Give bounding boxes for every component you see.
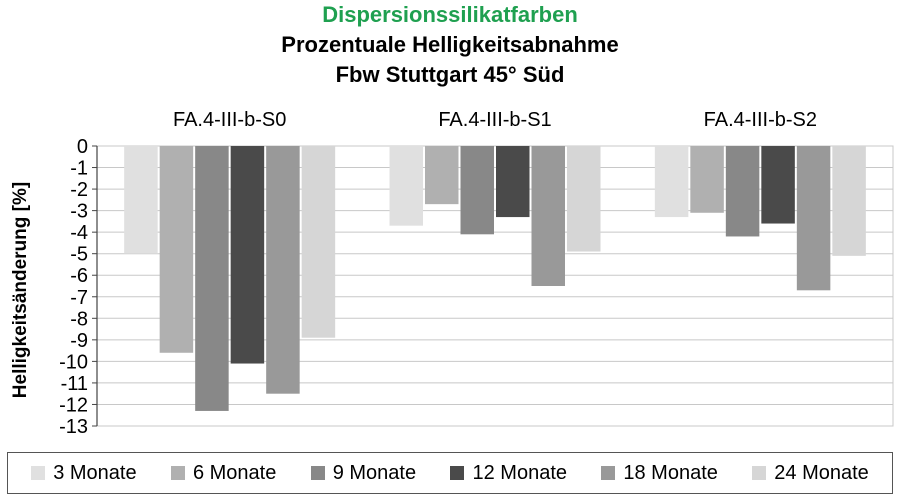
- y-tick-label: -3: [70, 201, 88, 223]
- bar: [266, 146, 300, 394]
- legend-label: 3 Monate: [53, 461, 137, 484]
- bar: [725, 146, 760, 237]
- y-tick-label: -9: [70, 330, 88, 352]
- legend-item: 6 Monate: [170, 461, 277, 485]
- legend-swatch: [752, 466, 767, 480]
- y-tick-label: -4: [70, 222, 88, 244]
- chart-title: Dispersionssilikatfarben: [322, 2, 578, 27]
- chart-subtitle-line-2: Fbw Stuttgart 45° Süd: [335, 62, 565, 87]
- chart-subtitle-line-1: Prozentuale Helligkeitsabnahme: [281, 32, 619, 57]
- legend-item: 18 Monate: [601, 462, 718, 485]
- y-tick-label: 0: [77, 136, 88, 158]
- bar: [460, 146, 494, 235]
- legend-item: 9 Monate: [310, 461, 417, 485]
- category-label: FA.4-III-b-S0: [173, 109, 286, 131]
- bar: [761, 146, 795, 224]
- bar: [389, 146, 423, 226]
- legend-item: 12 Monate: [450, 462, 567, 485]
- y-tick-label: -11: [61, 373, 88, 395]
- legend-label: 24 Monate: [774, 461, 869, 484]
- bar: [832, 146, 866, 256]
- bar: [230, 146, 265, 364]
- y-tick-label: -13: [59, 416, 88, 438]
- y-tick-label: -2: [70, 179, 88, 201]
- bar: [425, 146, 459, 205]
- plot-area: [96, 145, 894, 427]
- legend-label: 12 Monate: [472, 461, 567, 484]
- legend: 3 Monate 6 Monate 9 Monate 12 Monate 18 Mona…: [7, 452, 893, 494]
- legend-swatch: [170, 466, 185, 480]
- legend-item: 3 Monate: [31, 461, 137, 485]
- category-label: FA.4-III-b-S2: [704, 109, 817, 131]
- legend-label: 18 Monate: [623, 461, 718, 484]
- bar: [567, 146, 601, 252]
- legend-swatch: [450, 466, 465, 480]
- y-tick-label: -6: [70, 265, 88, 287]
- y-tick-label: -8: [70, 308, 88, 330]
- legend-label: 9 Monate: [332, 461, 417, 484]
- y-tick-label: -1: [70, 158, 88, 180]
- legend-item: 24 Monate: [752, 462, 869, 485]
- bar: [195, 146, 229, 411]
- bar: [690, 146, 724, 213]
- bar: [531, 146, 565, 286]
- legend-swatch: [310, 466, 325, 480]
- bar: [301, 146, 336, 338]
- y-tick-label: -7: [70, 287, 88, 309]
- bar: [159, 146, 194, 353]
- y-tick-label: -12: [59, 394, 88, 416]
- y-tick-label: -5: [70, 244, 88, 266]
- bar: [124, 146, 158, 254]
- bar: [654, 146, 689, 218]
- y-tick-label: -10: [59, 351, 88, 373]
- bar: [496, 146, 530, 218]
- legend-swatch: [31, 466, 46, 480]
- category-label: FA.4-III-b-S1: [438, 109, 551, 131]
- bar-chart: 0-1-2-3-4-5-6-7-8-9-10-11-12-13 FA.4-III-…: [59, 109, 894, 438]
- legend-swatch: [601, 466, 616, 480]
- bar: [796, 146, 831, 291]
- legend-label: 6 Monate: [192, 461, 277, 484]
